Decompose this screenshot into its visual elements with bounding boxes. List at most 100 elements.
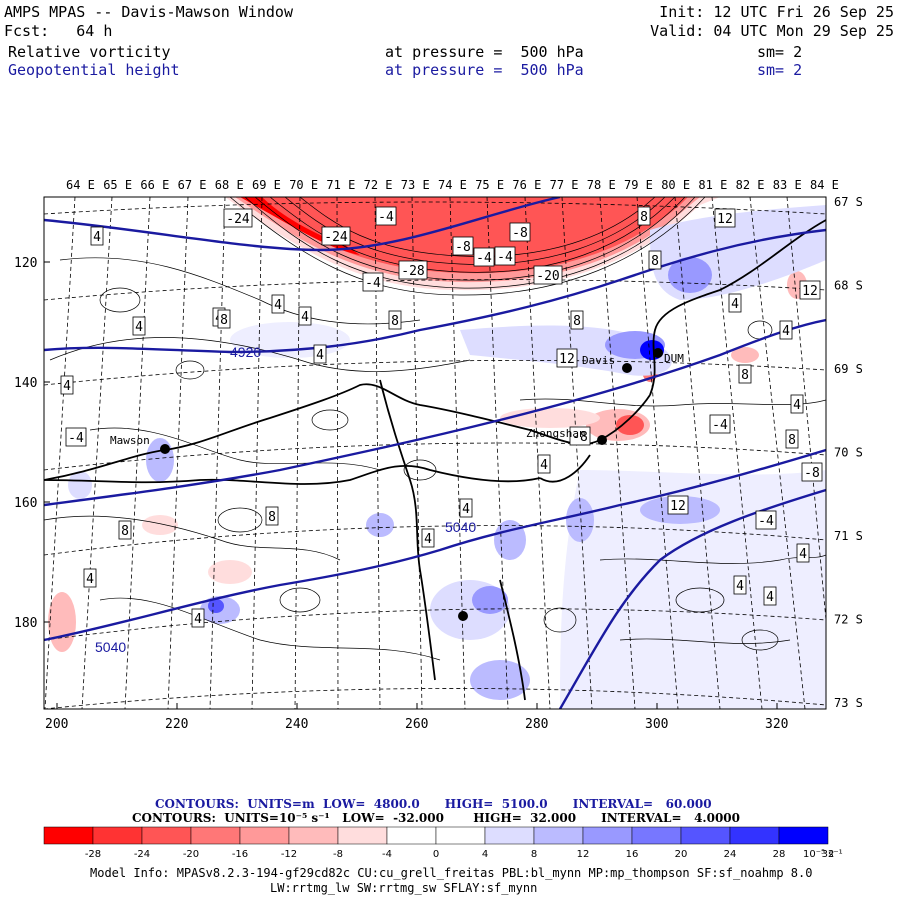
- vorticity-label-box: [755, 510, 777, 530]
- longitude-label: 68 E: [215, 178, 244, 192]
- colorbar-swatch: [141, 826, 192, 845]
- vorticity-label-box: [90, 226, 104, 246]
- field2-smooth: sm= 2: [757, 61, 803, 79]
- footer-model-info: Model Info: MPASv8.2.3-194-gf29cd82c CU:…: [90, 866, 812, 880]
- vorticity-label-box: [494, 246, 516, 266]
- latitude-label: 72 S: [834, 613, 863, 627]
- x-tick-label: 220: [165, 717, 188, 732]
- vorticity-label: 4: [799, 547, 807, 562]
- x-tick-label: 280: [525, 717, 548, 732]
- vorticity-label: 4: [736, 579, 744, 594]
- vort-neg-spot: [500, 408, 600, 428]
- vorticity-label: 12: [802, 284, 818, 299]
- latitude-label: 70 S: [834, 446, 863, 460]
- height-label: 5040: [445, 519, 476, 535]
- colorbar: -28 -24 -20 -16 -12 -8 -4 0 4 8 12 16 20 24 28 32: [43, 826, 835, 860]
- vorticity-label: -24: [324, 230, 348, 245]
- y-tick-label: 120: [14, 256, 37, 271]
- legend-vorticity: CONTOURS: UNITS=10⁻⁵ s⁻¹ LOW= -32.000 HI…: [132, 811, 740, 825]
- vorticity-label-box: [398, 260, 428, 280]
- colorbar-tick-label: 8: [531, 849, 537, 860]
- vorticity-label-box: [217, 309, 231, 329]
- longitude-label: 83 E: [773, 178, 802, 192]
- page-title: AMPS MPAS -- Davis-Mawson Window: [4, 3, 293, 21]
- vorticity-label: 8: [220, 313, 228, 328]
- station-marker-zhongshan: [597, 435, 607, 445]
- colorbar-swatch: [435, 826, 486, 845]
- vorticity-label-box: [796, 543, 810, 563]
- vorticity-label: -8: [572, 430, 588, 445]
- vorticity-label-box: [65, 427, 87, 447]
- y-axis-ticks: 120 140 160 180: [14, 256, 50, 631]
- vorticity-label: -24: [226, 212, 250, 227]
- colorbar-swatch: [582, 826, 633, 845]
- longitude-label: 67 E: [178, 178, 207, 192]
- vort-pos-region: [470, 660, 530, 700]
- legend-height: CONTOURS: UNITS=m LOW= 4800.0 HIGH= 5100…: [155, 797, 712, 811]
- vorticity-label: 4: [63, 379, 71, 394]
- longitude-label: 66 E: [140, 178, 169, 192]
- vorticity-label: 4: [316, 348, 324, 363]
- vorticity-label-box: [362, 272, 384, 292]
- vorticity-label-box: [569, 426, 591, 446]
- forecast-hour: Fcst: 64 h: [4, 23, 112, 40]
- vorticity-label: -4: [378, 210, 394, 225]
- vort-pos-region: [366, 513, 394, 537]
- vorticity-label-box: [556, 348, 578, 368]
- vorticity-label: 4: [301, 310, 309, 325]
- y-tick-label: 180: [14, 616, 37, 631]
- vorticity-label-box: [709, 414, 731, 434]
- vorticity-label-box: [509, 222, 531, 242]
- vort-pos-region: [208, 599, 224, 613]
- fcst-label: Fcst:: [4, 22, 50, 40]
- vorticity-labels: -24 -24 -28 -20 -4 -4 -8 -4 -4 -8 12 8 8 12 4 4 4 4 4 4 4 4 8 8…: [60, 206, 823, 628]
- vort-pos-region: [494, 520, 526, 560]
- longitude-label: 82 E: [736, 178, 765, 192]
- vort-pos-region: [146, 438, 174, 482]
- vorticity-label: 4: [424, 532, 432, 547]
- height-label: 5040: [95, 639, 126, 655]
- vorticity-label: -8: [512, 226, 528, 241]
- vort-neg-spot: [616, 415, 644, 435]
- vorticity-label-box: [271, 294, 285, 314]
- station-marker-davis: [622, 363, 632, 373]
- field2-name: Geopotential height: [8, 61, 180, 79]
- colorbar-tick-label: -16: [232, 849, 248, 860]
- colorbar-tick-label: -8: [333, 849, 343, 860]
- y-tick-label: 160: [14, 496, 37, 511]
- vorticity-label-box: [473, 247, 495, 267]
- latitude-label: 69 S: [834, 362, 863, 376]
- latitude-labels: 67 S 68 S 69 S 70 S 71 S 72 S 73 S: [834, 195, 863, 710]
- vorticity-label: 8: [788, 433, 796, 448]
- x-tick-label: 200: [45, 717, 68, 732]
- longitude-label: 73 E: [401, 178, 430, 192]
- vorticity-label-box: [790, 394, 804, 414]
- colorbar-swatch: [288, 826, 339, 845]
- colorbar-tick-label: 4: [482, 849, 488, 860]
- vorticity-contours: [44, 197, 826, 661]
- vorticity-label-box: [799, 280, 821, 300]
- vorticity-label-box: [537, 454, 551, 474]
- vort-neg-region-inner: [250, 197, 688, 274]
- colorbar-tick-label: 12: [577, 849, 590, 860]
- vorticity-label: -20: [536, 269, 559, 284]
- vorticity-label: 8: [391, 314, 399, 329]
- station-label-davis: Davis: [582, 354, 615, 367]
- vorticity-label: -28: [401, 264, 424, 279]
- x-tick-label: 320: [765, 717, 788, 732]
- x-tick-label: 240: [285, 717, 308, 732]
- colorbar-tick-label: -4: [382, 849, 392, 860]
- vorticity-label-box: [191, 608, 205, 628]
- colorbar-tick-label: 28: [773, 849, 786, 860]
- height-contours: [44, 197, 826, 709]
- vorticity-label-box: [60, 375, 74, 395]
- vorticity-label-box: [313, 344, 327, 364]
- vorticity-label: 4: [766, 590, 774, 605]
- vorticity-label-box: [667, 495, 689, 515]
- height-labels: 4920 5040 5040: [95, 344, 476, 655]
- vorticity-label: 8: [121, 524, 129, 539]
- vorticity-label: -8: [804, 466, 820, 481]
- latitude-label: 71 S: [834, 529, 863, 543]
- colorbar-tick-label: 32: [822, 849, 835, 860]
- colorbar-swatch: [484, 826, 535, 845]
